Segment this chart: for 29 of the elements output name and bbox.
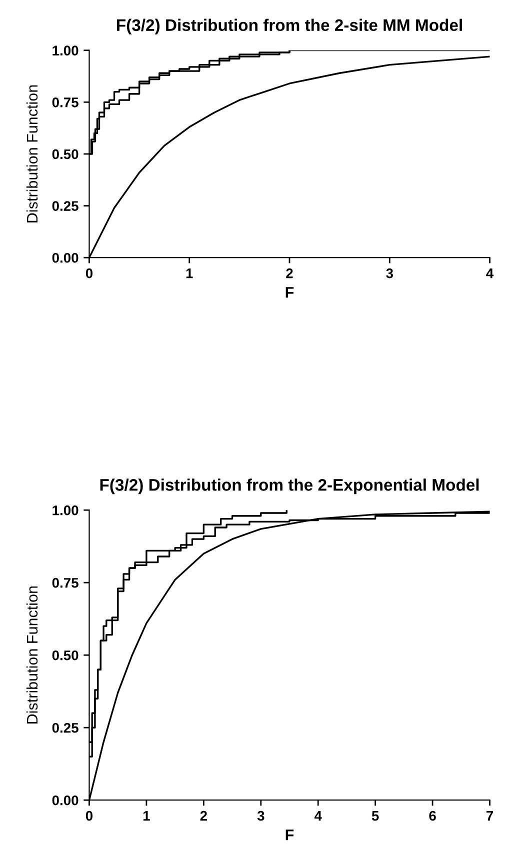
x-tick-label: 4	[314, 811, 322, 821]
x-tick-label: 4	[486, 268, 494, 278]
y-tick-label: 0.00	[52, 252, 78, 263]
x-tick-label: 0	[86, 268, 93, 278]
y-tick-label: 1.00	[52, 505, 78, 516]
x-tick-label: 6	[429, 810, 436, 821]
x-tick-label: 3	[386, 268, 393, 278]
x-tick-label: 2	[286, 268, 293, 278]
x-tick-label: 5	[372, 811, 379, 821]
chart-title: F(3/2) Distribution from the 2-Exponential Model	[100, 478, 479, 494]
y-tick-label: 1.00	[52, 46, 78, 56]
x-tick-label: 2	[200, 810, 207, 821]
x-tick-label: 7	[486, 811, 494, 821]
chart-title: F(3/2) Distribution from the 2-site MM Model	[117, 18, 462, 34]
y-tick-label: 0.50	[52, 650, 78, 660]
y-tick-label: 0.50	[52, 149, 78, 160]
y-tick-label: 0.25	[52, 201, 78, 211]
y-axis-title: Distribution Function	[26, 85, 38, 222]
x-tick-label: 1	[143, 811, 150, 821]
x-tick-label: 3	[257, 810, 264, 821]
x-tick-label: 0	[86, 810, 93, 821]
y-tick-label: 0.75	[52, 97, 78, 108]
y-axis-title: Distribution Function	[26, 586, 38, 724]
y-tick-label: 0.00	[52, 795, 78, 806]
y-tick-label: 0.75	[52, 578, 78, 588]
y-tick-label: 0.25	[52, 722, 78, 733]
x-axis-title: F	[286, 287, 294, 298]
x-tick-label: 1	[186, 268, 193, 278]
x-axis-title: F	[286, 830, 294, 840]
